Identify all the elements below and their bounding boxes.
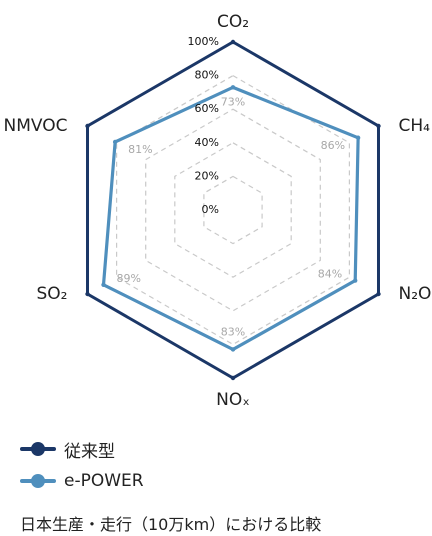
axis-label-5: NMVOC	[4, 116, 68, 136]
series-1-point-5	[112, 139, 118, 145]
series-0-point-2	[376, 291, 381, 297]
legend-label-epower: e-POWER	[64, 471, 144, 491]
series-1-polygon	[101, 85, 360, 352]
grid-ring-60	[145, 108, 321, 312]
tick-label-1: 20%	[195, 169, 219, 182]
series-0-point-5	[85, 123, 90, 129]
radar-chart: CO₂ CH₄ N₂O NOₓ SO₂ NMVOC 0% 20% 40% 60% 80% 100% 73…	[4, 12, 432, 410]
chart-caption: 日本生産・走行（10万km）における比較	[20, 515, 322, 534]
tick-label-4: 80%	[195, 69, 219, 82]
grid-ring-40	[174, 142, 292, 278]
series-0-point-1	[376, 123, 381, 129]
series-1-point-2	[353, 278, 358, 283]
radar-series	[85, 39, 381, 381]
axis-label-1: CH₄	[398, 116, 430, 136]
axis-label-2: N₂O	[398, 284, 431, 304]
tick-label-0: 0%	[202, 203, 219, 216]
value-label-4: 89%	[117, 272, 141, 285]
axis-label-4: SO₂	[37, 284, 68, 304]
value-label-0: 73%	[221, 95, 245, 108]
axis-label-3: NOₓ	[216, 390, 250, 410]
tick-label-2: 40%	[195, 136, 219, 149]
series-1-point-3	[230, 347, 236, 352]
value-label-5: 81%	[128, 143, 152, 156]
value-label-2: 84%	[318, 268, 342, 281]
legend-label-conventional: 従来型	[64, 441, 115, 462]
series-0-point-0	[230, 39, 236, 45]
axis-label-0: CO₂	[217, 12, 249, 32]
legend-swatch-epower	[20, 474, 56, 488]
series-1-point-4	[101, 282, 106, 287]
series-1-point-1	[355, 135, 361, 140]
tick-label-3: 60%	[195, 102, 219, 115]
legend-item-conventional: 従来型	[20, 438, 144, 462]
series-0-point-4	[85, 291, 90, 297]
radar-grid	[116, 74, 350, 346]
chart-legend: 従来型 e-POWER	[20, 438, 144, 502]
value-label-3: 83%	[221, 325, 245, 338]
legend-item-epower: e-POWER	[20, 470, 144, 492]
radar-labels: CO₂ CH₄ N₂O NOₓ SO₂ NMVOC 0% 20% 40% 60% 80% 100% 73…	[4, 12, 432, 410]
value-label-1: 86%	[321, 139, 345, 152]
grid-ring-20	[203, 175, 263, 245]
tick-label-5: 100%	[188, 35, 219, 48]
series-1-point-0	[230, 85, 236, 90]
series-0-point-3	[230, 375, 236, 381]
legend-swatch-conventional	[20, 442, 56, 456]
